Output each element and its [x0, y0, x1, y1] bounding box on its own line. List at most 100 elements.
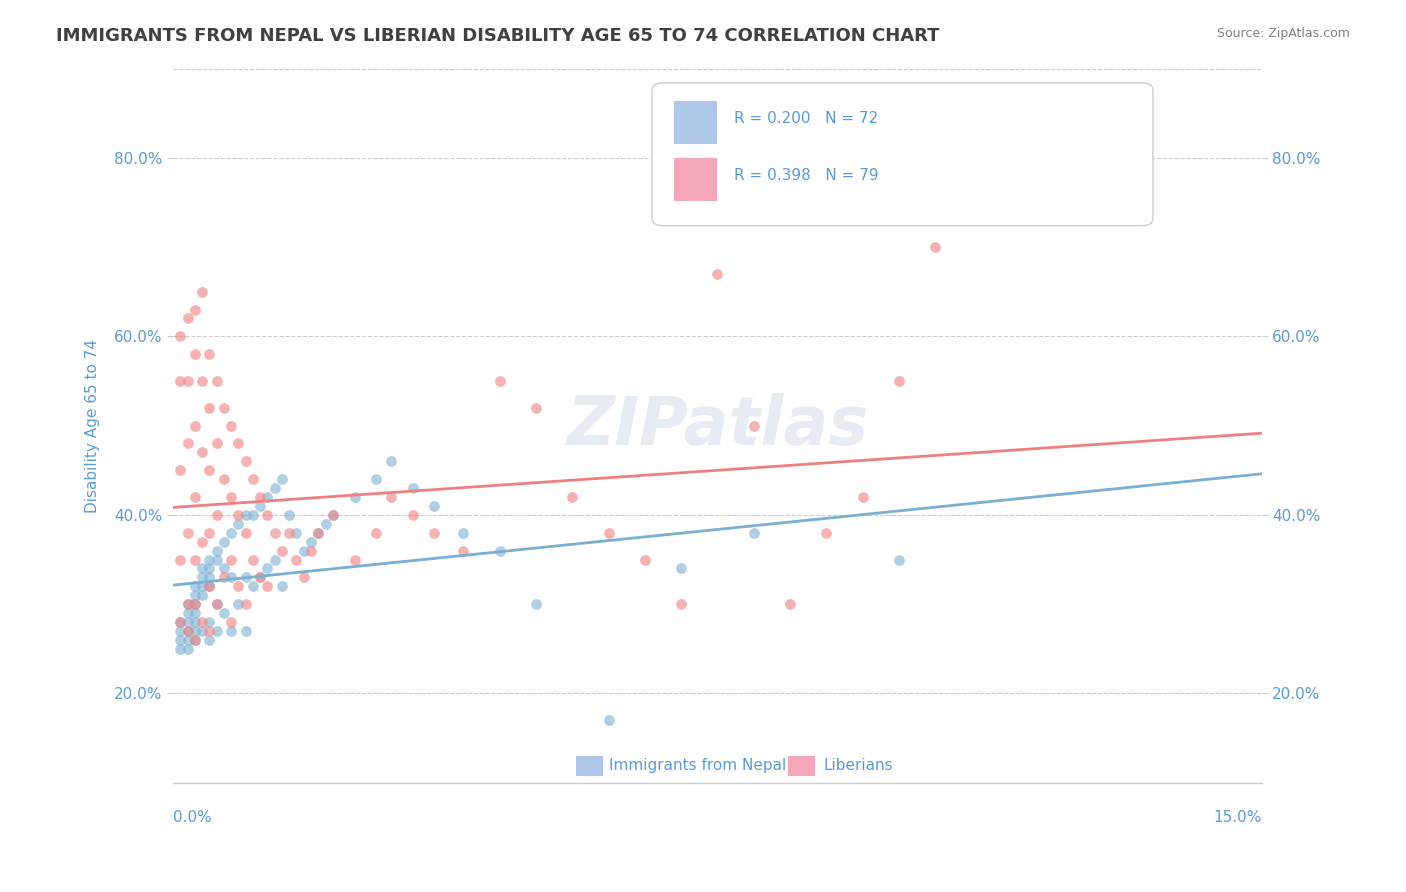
Point [212, 561, 235, 575]
Point [453, 543, 475, 558]
Point [271, 579, 294, 593]
Point [249, 499, 271, 513]
Point [228, 597, 250, 611]
Point [742, 418, 765, 433]
FancyBboxPatch shape [673, 158, 717, 201]
Point [198, 463, 221, 477]
Point [176, 624, 198, 638]
Point [256, 508, 278, 522]
Point [205, 508, 228, 522]
Point [219, 570, 242, 584]
Point [307, 525, 329, 540]
Point [191, 374, 214, 388]
Point [176, 597, 198, 611]
Point [219, 490, 242, 504]
Point [205, 552, 228, 566]
Point [184, 490, 207, 504]
Point [205, 624, 228, 638]
Point [292, 543, 315, 558]
Point [271, 472, 294, 486]
Point [453, 525, 475, 540]
Point [924, 240, 946, 254]
Point [169, 615, 191, 629]
Point [235, 597, 257, 611]
Point [169, 641, 191, 656]
Point [343, 490, 366, 504]
Point [169, 552, 191, 566]
Point [242, 552, 264, 566]
Point [343, 552, 366, 566]
Point [169, 329, 191, 343]
Point [887, 552, 910, 566]
Point [561, 490, 583, 504]
Point [184, 597, 207, 611]
Text: Immigrants from Nepal: Immigrants from Nepal [609, 758, 786, 773]
Point [176, 597, 198, 611]
Point [488, 543, 510, 558]
Point [380, 490, 402, 504]
Point [191, 285, 214, 299]
Point [169, 374, 191, 388]
Text: 0.0%: 0.0% [173, 810, 212, 824]
Point [198, 632, 221, 647]
Point [242, 579, 264, 593]
Point [198, 579, 221, 593]
Point [176, 606, 198, 620]
Point [176, 641, 198, 656]
FancyBboxPatch shape [652, 83, 1153, 226]
Point [176, 374, 198, 388]
Point [198, 624, 221, 638]
FancyBboxPatch shape [576, 756, 603, 775]
Point [205, 597, 228, 611]
Point [184, 615, 207, 629]
Point [278, 525, 301, 540]
Point [307, 525, 329, 540]
Point [292, 570, 315, 584]
Point [212, 606, 235, 620]
FancyBboxPatch shape [789, 756, 815, 775]
Point [205, 374, 228, 388]
Point [184, 579, 207, 593]
Point [176, 624, 198, 638]
Point [263, 481, 285, 495]
Text: Source: ZipAtlas.com: Source: ZipAtlas.com [1216, 27, 1350, 40]
Point [235, 508, 257, 522]
FancyBboxPatch shape [673, 101, 717, 144]
Point [598, 525, 620, 540]
Point [191, 588, 214, 602]
Point [228, 579, 250, 593]
Point [219, 418, 242, 433]
Point [256, 490, 278, 504]
Point [598, 713, 620, 727]
Point [169, 615, 191, 629]
Point [366, 525, 388, 540]
Point [184, 588, 207, 602]
Point [212, 570, 235, 584]
Point [423, 525, 446, 540]
Point [228, 516, 250, 531]
Point [779, 597, 801, 611]
Point [256, 561, 278, 575]
Point [242, 472, 264, 486]
Point [198, 615, 221, 629]
Point [249, 570, 271, 584]
Point [169, 624, 191, 638]
Point [184, 347, 207, 361]
Point [634, 552, 657, 566]
Text: 15.0%: 15.0% [1213, 810, 1261, 824]
Point [235, 624, 257, 638]
Point [198, 401, 221, 415]
Point [184, 606, 207, 620]
Point [191, 561, 214, 575]
Point [285, 525, 308, 540]
Point [263, 552, 285, 566]
Point [401, 481, 423, 495]
Point [169, 463, 191, 477]
Point [669, 561, 692, 575]
Point [228, 508, 250, 522]
Text: ZIPatlas: ZIPatlas [567, 392, 869, 458]
Point [198, 552, 221, 566]
Point [256, 579, 278, 593]
Point [219, 624, 242, 638]
Point [263, 525, 285, 540]
